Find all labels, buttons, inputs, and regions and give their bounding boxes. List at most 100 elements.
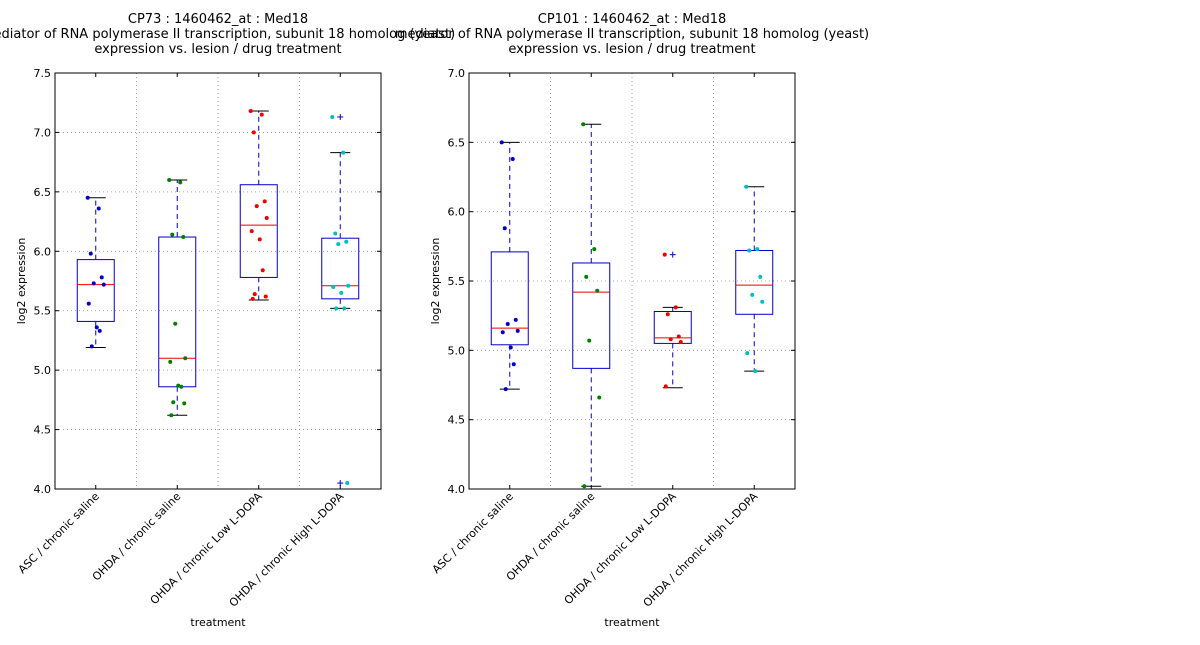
box-3 [239, 110, 278, 301]
data-point [346, 283, 351, 288]
data-point [500, 330, 505, 335]
data-point [86, 301, 91, 306]
chart-title-line: CP73 : 1460462_at : Med18 [128, 12, 308, 27]
data-point [96, 206, 101, 211]
data-point [505, 321, 510, 326]
data-point [342, 306, 347, 311]
chart-title-line: mediator of RNA polymerase II transcript… [0, 27, 455, 42]
box-iqr [158, 236, 197, 388]
data-point [592, 247, 597, 252]
data-point [168, 359, 173, 364]
data-point [581, 122, 586, 127]
y-tick-label: 7.0 [448, 67, 466, 80]
data-point [515, 328, 520, 333]
axes-frame [54, 72, 382, 490]
data-point [587, 338, 592, 343]
data-point [336, 242, 341, 247]
data-point [176, 383, 181, 388]
data-point [89, 344, 94, 349]
data-point [249, 229, 254, 234]
y-tick-label: 5.5 [34, 305, 52, 318]
chart-title-line: CP101 : 1460462_at : Med18 [538, 12, 727, 27]
data-point [173, 321, 178, 326]
data-point [262, 199, 267, 204]
data-point [341, 150, 346, 155]
data-point [595, 288, 600, 293]
data-point [333, 231, 338, 236]
data-point [513, 317, 518, 322]
data-point [179, 384, 184, 389]
data-point [248, 109, 253, 114]
data-point [182, 401, 187, 406]
y-tick-label: 7.5 [34, 67, 52, 80]
y-axis-label: log2 expression [429, 238, 442, 325]
data-point [753, 369, 758, 374]
data-point [88, 251, 93, 256]
chart-title-line: expression vs. lesion / drug treatment [94, 42, 341, 57]
y-tick-label: 5.0 [448, 344, 466, 357]
data-point [744, 184, 749, 189]
data-point [747, 248, 752, 253]
data-point [167, 177, 172, 182]
chart-title-line: mediator of RNA polymerase II transcript… [395, 27, 869, 42]
box-1 [490, 141, 529, 390]
data-point [597, 395, 602, 400]
data-point [755, 247, 760, 252]
box-2 [572, 123, 611, 487]
x-tick-label: OHDA / chronic saline [504, 490, 598, 584]
data-point [668, 337, 673, 342]
box-iqr [239, 184, 278, 278]
y-tick-label: 7.0 [34, 126, 52, 139]
box-iqr [321, 237, 360, 300]
data-point [345, 481, 350, 486]
data-point [263, 294, 268, 299]
data-point [511, 362, 516, 367]
y-tick-label: 6.5 [448, 136, 466, 149]
box-3 [653, 251, 692, 389]
x-axis-label: treatment [604, 616, 660, 629]
data-point [502, 226, 507, 231]
y-tick-label: 5.5 [448, 275, 466, 288]
box-iqr [653, 311, 692, 344]
box-4 [321, 113, 360, 487]
data-point [264, 216, 269, 221]
x-tick-label: ASC / chronic saline [430, 490, 516, 576]
data-point [339, 290, 344, 295]
data-point [510, 156, 515, 161]
data-point [334, 306, 339, 311]
data-point [663, 384, 668, 389]
data-point [101, 282, 106, 287]
data-point [665, 312, 670, 317]
data-point [252, 292, 257, 297]
box-iqr [735, 249, 774, 315]
data-point [678, 340, 683, 345]
box-4 [735, 186, 774, 372]
x-tick-label: OHDA / chronic saline [90, 490, 184, 584]
data-point [85, 195, 90, 200]
data-point [745, 351, 750, 356]
y-tick-label: 4.5 [448, 414, 466, 427]
y-tick-label: 6.0 [448, 206, 466, 219]
box-iqr [76, 259, 115, 322]
data-point [183, 356, 188, 361]
data-point [508, 345, 513, 350]
data-point [676, 334, 681, 339]
x-axis-label: treatment [190, 616, 246, 629]
data-point [251, 130, 256, 135]
data-point [499, 140, 504, 145]
x-tick-label: ASC / chronic saline [16, 490, 102, 576]
data-point [673, 305, 678, 310]
y-tick-label: 6.5 [34, 186, 52, 199]
data-point [171, 400, 176, 405]
chart-title-line: expression vs. lesion / drug treatment [508, 42, 755, 57]
data-point [758, 274, 763, 279]
data-point [344, 239, 349, 244]
y-tick-label: 5.0 [34, 364, 52, 377]
data-point [503, 387, 508, 392]
data-point [91, 281, 96, 286]
y-tick-label: 4.0 [448, 483, 466, 496]
box-1 [76, 197, 115, 349]
y-tick-label: 4.0 [34, 483, 52, 496]
